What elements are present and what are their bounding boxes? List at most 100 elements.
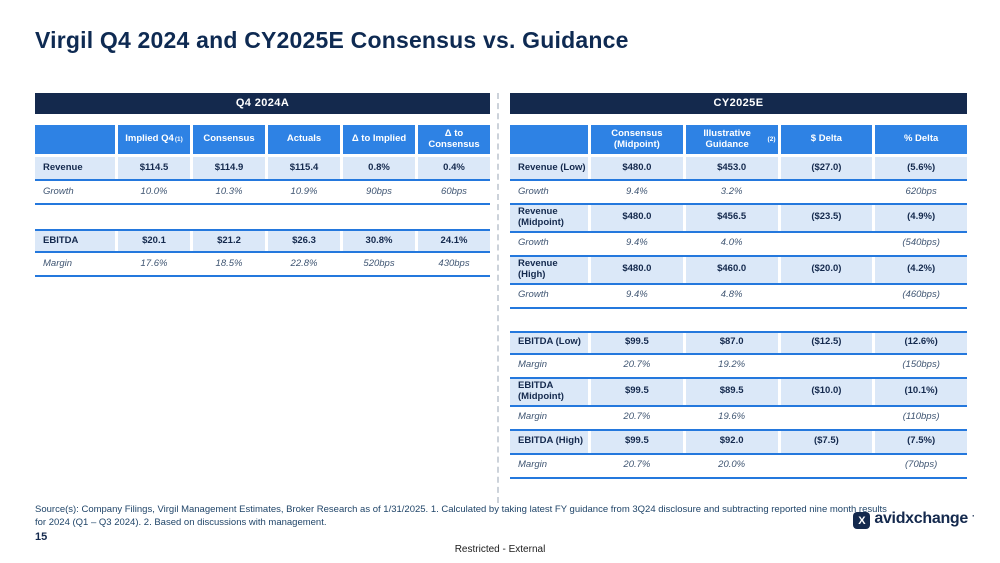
cell-value: 9.4%: [591, 181, 683, 203]
cell-value: 520bps: [343, 253, 415, 275]
table-row: EBITDA (Midpoint) $99.5 $89.5 ($10.0) (10.1%…: [510, 378, 967, 407]
table-section-gap: [510, 309, 967, 331]
column-header: Consensus: [193, 125, 265, 154]
table-row: Margin 20.7% 20.0% (70bps): [510, 454, 967, 479]
cell-value: $114.5: [118, 157, 190, 179]
cell-value: 60bps: [418, 181, 490, 203]
cell-value: 430bps: [418, 253, 490, 275]
row-label: Growth: [510, 181, 588, 203]
cell-value: 30.8%: [343, 231, 415, 251]
avidxchange-logo-icon: X: [853, 512, 871, 529]
cell-value: ($12.5): [780, 332, 873, 353]
cell-value: 9.4%: [591, 232, 683, 255]
cell-value: (10.1%): [875, 378, 967, 405]
table-row: Growth 9.4% 4.0% (540bps): [510, 232, 967, 257]
row-label: Revenue (Low): [510, 157, 588, 179]
cell-value: [780, 354, 873, 377]
row-label: Growth: [510, 232, 588, 255]
cell-value: $99.5: [591, 332, 683, 353]
cell-value: (540bps): [875, 232, 967, 255]
table-divider-dashed-line: [497, 93, 499, 503]
avidxchange-logo-text: avidxchange: [874, 510, 968, 527]
page-number: 15: [35, 531, 48, 543]
cell-value: $99.5: [591, 378, 683, 405]
column-header: Δ to Consensus: [418, 125, 490, 154]
source-footnote: Source(s): Company Filings, Virgil Manag…: [35, 504, 887, 529]
table-row: Margin 20.7% 19.2% (150bps): [510, 354, 967, 379]
cy2025e-table: CY2025E Consensus (Midpoint) Illustrative…: [510, 93, 967, 479]
cell-value: $99.5: [591, 430, 683, 453]
cell-value: 10.0%: [118, 181, 190, 203]
cell-value: $460.0: [685, 256, 778, 283]
table-row: EBITDA (Low) $99.5 $87.0 ($12.5) (12.6%): [510, 330, 967, 355]
column-header: Illustrative Guidance (2): [685, 125, 778, 154]
row-label: EBITDA (Midpoint): [510, 378, 588, 405]
row-label: Growth: [510, 284, 588, 307]
table-row: EBITDA (High) $99.5 $92.0 ($7.5) (7.5%): [510, 430, 967, 455]
column-header: Consensus (Midpoint): [591, 125, 683, 154]
cell-value: 19.6%: [685, 406, 778, 429]
cell-value: $480.0: [591, 157, 683, 179]
q4-2024a-table: Q4 2024A Implied Q4 (1) Consensus Actuals Δ …: [35, 93, 490, 277]
column-header-row: Implied Q4 (1) Consensus Actuals Δ to Implie…: [35, 125, 490, 154]
row-label: Revenue (High): [510, 256, 588, 283]
page-title: Virgil Q4 2024 and CY2025E Consensus vs.…: [35, 27, 629, 53]
cell-value: ($27.0): [780, 157, 873, 179]
column-header: % Delta: [875, 125, 967, 154]
row-label: EBITDA (High): [510, 430, 588, 453]
cell-value: (70bps): [875, 454, 967, 477]
table-row: EBITDA $20.1 $21.2 $26.3 30.8% 24.1%: [35, 229, 490, 253]
table-body: Revenue (Low) $480.0 $453.0 ($27.0) (5.6%) Gr…: [510, 157, 967, 479]
row-label: EBITDA (Low): [510, 332, 588, 353]
cell-value: ($10.0): [780, 378, 873, 405]
cell-value: $480.0: [591, 256, 683, 283]
cell-value: 20.7%: [591, 454, 683, 477]
trademark-mark: ·: [972, 511, 975, 521]
classification-label: Restricted - External: [454, 544, 546, 555]
cell-value: $114.9: [193, 157, 265, 179]
table-body: Revenue $114.5 $114.9 $115.4 0.8% 0.4% Growth 1…: [35, 157, 490, 277]
cell-value: [780, 284, 873, 307]
column-header: $ Delta: [780, 125, 873, 154]
cell-value: 90bps: [343, 181, 415, 203]
row-label: Revenue (Midpoint): [510, 205, 588, 231]
row-label: Margin: [510, 354, 588, 377]
table-row: Growth 9.4% 3.2% 620bps: [510, 181, 967, 205]
column-header: [35, 125, 115, 154]
cell-value: (460bps): [875, 284, 967, 307]
cell-value: $21.2: [193, 231, 265, 251]
row-label: Growth: [35, 181, 115, 203]
cell-value: 4.8%: [685, 284, 778, 307]
cell-value: $115.4: [268, 157, 340, 179]
table-row: Revenue (Midpoint) $480.0 $456.5 ($23.5) (4.…: [510, 205, 967, 233]
cell-value: (110bps): [875, 406, 967, 429]
cell-value: 17.6%: [118, 253, 190, 275]
cell-value: 24.1%: [418, 231, 490, 251]
cell-value: [780, 454, 873, 477]
cell-value: 3.2%: [685, 181, 778, 203]
cell-value: 20.7%: [591, 354, 683, 377]
cell-value: $92.0: [685, 430, 778, 453]
table-row: Growth 10.0% 10.3% 10.9% 90bps 60bps: [35, 181, 490, 205]
row-label: Margin: [510, 406, 588, 429]
cell-value: [780, 232, 873, 255]
table-title-band: CY2025E: [510, 93, 967, 114]
cell-value: (4.9%): [875, 205, 967, 231]
column-header: Actuals: [268, 125, 340, 154]
cell-value: $480.0: [591, 205, 683, 231]
table-title-band: Q4 2024A: [35, 93, 490, 114]
cell-value: 20.7%: [591, 406, 683, 429]
cell-value: (12.6%): [875, 332, 967, 353]
row-label: Margin: [510, 454, 588, 477]
cell-value: 0.8%: [343, 157, 415, 179]
cell-value: 22.8%: [268, 253, 340, 275]
row-label: Revenue: [35, 157, 115, 179]
cell-value: (7.5%): [875, 430, 967, 453]
cell-value: (5.6%): [875, 157, 967, 179]
table-row: Revenue (High) $480.0 $460.0 ($20.0) (4.2%): [510, 256, 967, 285]
row-label: EBITDA: [35, 231, 115, 251]
table-row: Revenue $114.5 $114.9 $115.4 0.8% 0.4%: [35, 157, 490, 181]
cell-value: $20.1: [118, 231, 190, 251]
table-row: Revenue (Low) $480.0 $453.0 ($27.0) (5.6%): [510, 157, 967, 181]
column-header: Δ to Implied: [343, 125, 415, 154]
